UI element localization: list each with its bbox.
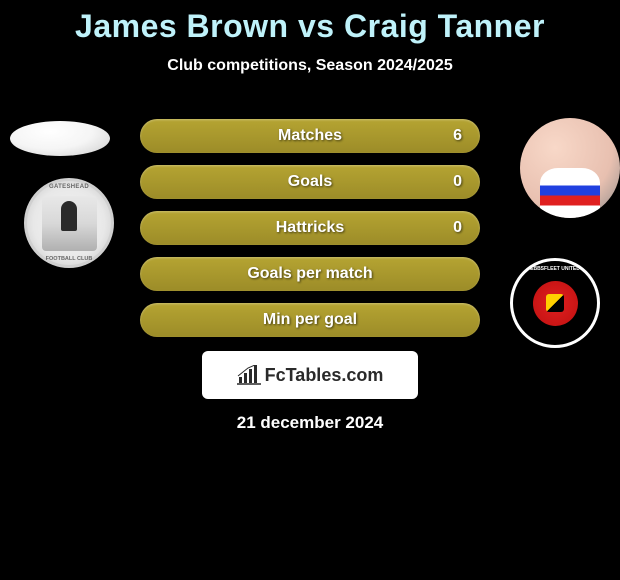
stat-row-min-per-goal: Min per goal (140, 303, 480, 337)
stat-label: Hattricks (276, 219, 344, 237)
stat-bars: Matches 6 Goals 0 Hattricks 0 Goals per … (140, 119, 480, 349)
club-left-emblem (42, 196, 97, 251)
club-right-name: EBBSFLEET UNITED (513, 266, 597, 272)
comparison-title: James Brown vs Craig Tanner (0, 8, 620, 45)
stat-label: Goals per match (247, 265, 372, 283)
stat-row-goals-per-match: Goals per match (140, 257, 480, 291)
player2-avatar (520, 118, 620, 218)
comparison-area: GATESHEAD FOOTBALL CLUB EBBSFLEET UNITED… (0, 103, 620, 343)
infographic-container: James Brown vs Craig Tanner Club competi… (0, 0, 620, 433)
vs-separator: vs (298, 8, 335, 44)
brand-text: FcTables.com (265, 365, 384, 386)
stat-label: Min per goal (263, 311, 357, 329)
brand-box: FcTables.com (202, 351, 418, 399)
player1-name: James Brown (75, 8, 289, 44)
stat-label: Matches (278, 127, 342, 145)
subtitle: Club competitions, Season 2024/2025 (0, 57, 620, 75)
club-right-emblem (533, 281, 578, 326)
stat-value-right: 0 (453, 173, 462, 191)
stat-value-right: 0 (453, 219, 462, 237)
player2-name: Craig Tanner (344, 8, 545, 44)
stat-row-hattricks: Hattricks 0 (140, 211, 480, 245)
footer-date: 21 december 2024 (0, 413, 620, 433)
club-badge-left: GATESHEAD FOOTBALL CLUB (24, 178, 114, 268)
stat-value-right: 6 (453, 127, 462, 145)
stat-row-matches: Matches 6 (140, 119, 480, 153)
club-badge-right: EBBSFLEET UNITED (510, 258, 600, 348)
club-left-name-bottom: FOOTBALL CLUB (27, 256, 111, 262)
stat-label: Goals (288, 173, 332, 191)
bar-chart-icon (237, 365, 261, 385)
stat-row-goals: Goals 0 (140, 165, 480, 199)
club-left-name-top: GATESHEAD (27, 184, 111, 190)
player1-avatar (10, 121, 110, 156)
